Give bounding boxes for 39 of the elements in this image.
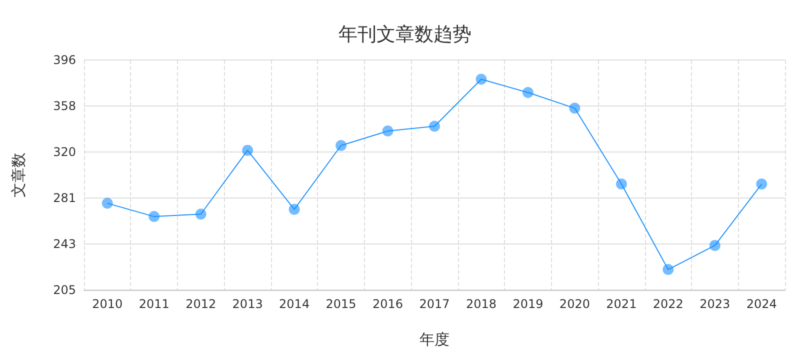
- point: [709, 240, 720, 251]
- y-tick-label: 358: [53, 99, 76, 113]
- point: [288, 204, 300, 215]
- x-tick-label: 2011: [138, 297, 170, 311]
- x-axis-title: 年度: [420, 330, 450, 348]
- y-tick-label: 243: [53, 237, 76, 251]
- x-tick-label: 2019: [512, 297, 544, 311]
- x-tick-label: 2014: [279, 297, 310, 311]
- x-tick-label: 2023: [700, 297, 730, 311]
- x-tick-label: 2010: [92, 297, 123, 311]
- point: [242, 144, 254, 156]
- chart-title: 年刊文章数趋势: [338, 24, 472, 46]
- point: [195, 208, 206, 220]
- point: [429, 120, 440, 132]
- point: [102, 198, 113, 209]
- x-tick-label: 2020: [559, 297, 590, 311]
- point: [148, 211, 160, 222]
- x-tick-label: 2012: [186, 297, 216, 311]
- y-tick-label: 396: [53, 53, 76, 67]
- x-tick-label: 2018: [466, 297, 497, 311]
- y-tick-label: 320: [53, 145, 76, 159]
- x-tick-label: 2021: [606, 297, 637, 311]
- y-tick-label: 205: [53, 283, 76, 297]
- x-tick-label: 2024: [746, 297, 777, 311]
- point: [476, 74, 487, 85]
- x-tick-label: 2013: [232, 297, 263, 311]
- x-tick-label: 2016: [372, 297, 404, 311]
- point: [569, 102, 580, 114]
- point: [336, 140, 347, 151]
- point: [382, 126, 394, 137]
- point: [662, 264, 674, 276]
- x-tick-label: 2015: [326, 297, 356, 311]
- point: [756, 178, 768, 190]
- x-tick-label: 2022: [652, 297, 684, 311]
- point: [616, 178, 627, 190]
- y-tick-label: 281: [53, 191, 76, 205]
- x-tick-label: 2017: [419, 297, 450, 311]
- y-axis-title: 文章数: [10, 152, 28, 198]
- point: [522, 87, 534, 98]
